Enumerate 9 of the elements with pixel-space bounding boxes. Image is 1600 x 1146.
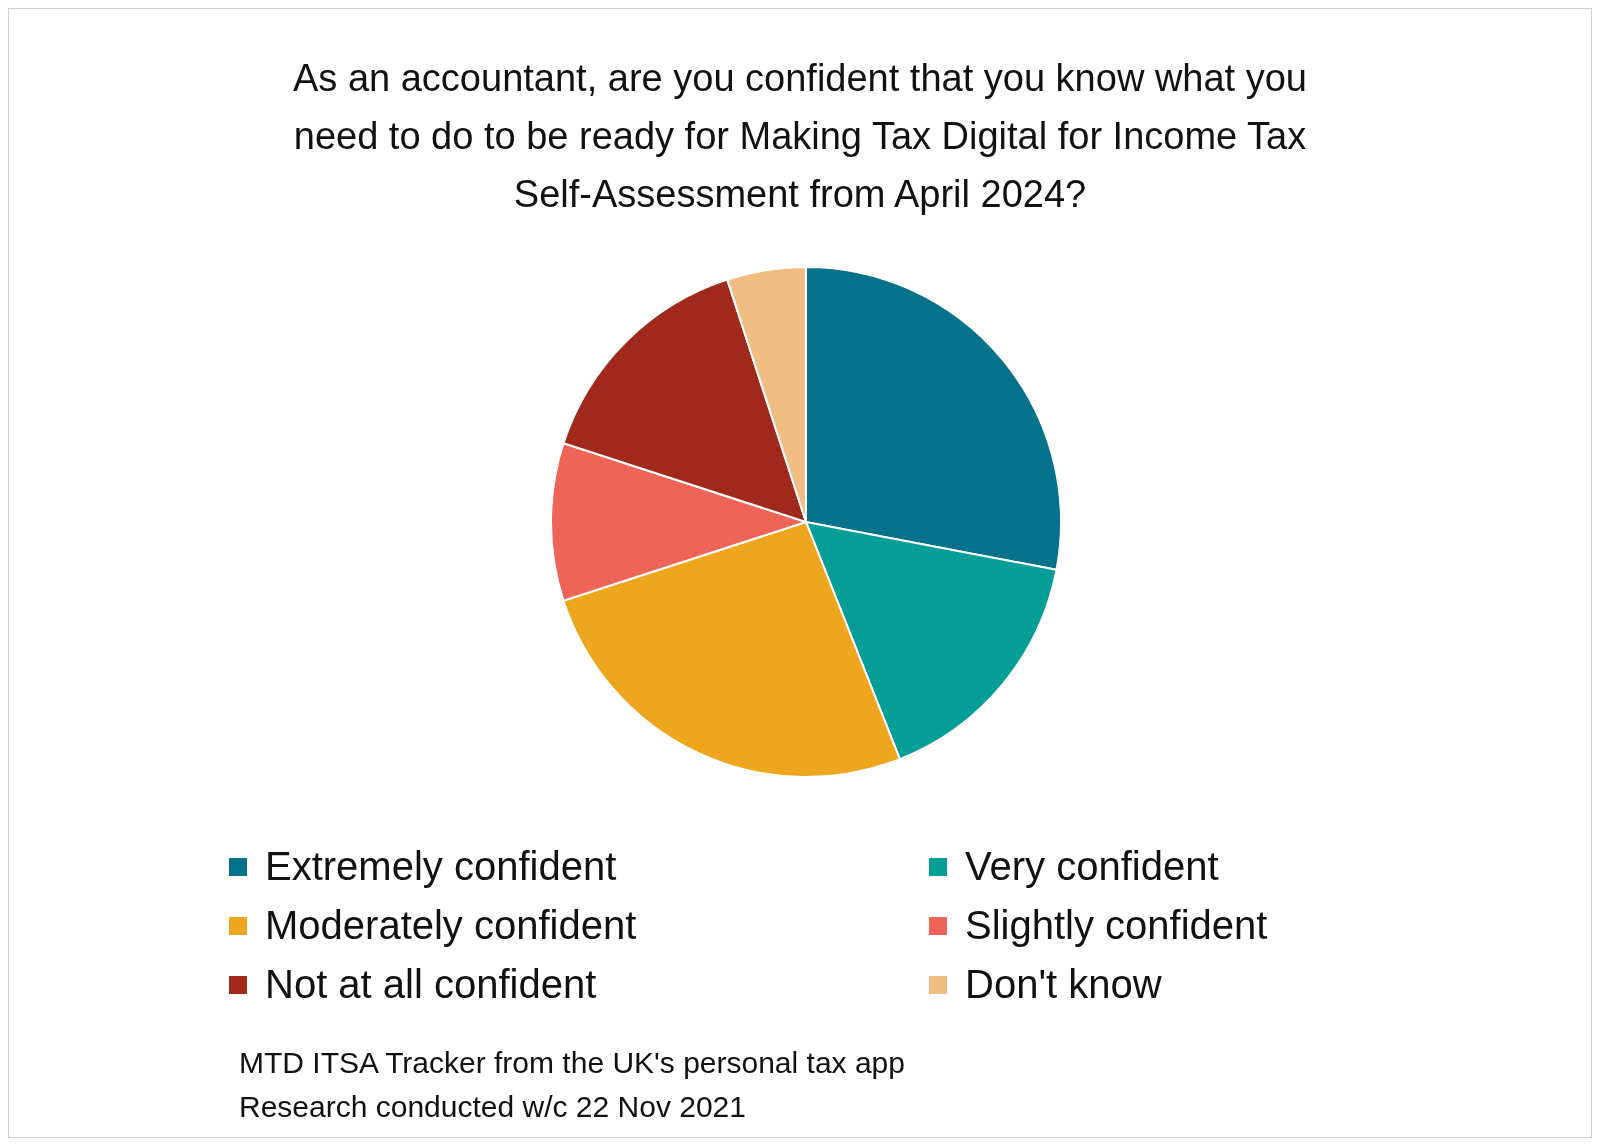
legend-label: Not at all confident (265, 962, 597, 1007)
legend-label: Don't know (965, 962, 1162, 1007)
legend-label: Slightly confident (965, 903, 1268, 948)
text: Research conducted w/c 22 Nov 2021 (239, 1089, 747, 1125)
legend-label: Moderately confident (265, 903, 637, 948)
chart-title: As an accountant, are you confident that you know what you need to do to be ready for Making Tax Digital for Income Tax Self-Assessment from April 2024? (292, 56, 1308, 217)
legend-label: Extremely confident (265, 844, 617, 889)
text: MTD ITSA Tracker from the UK's personal tax app (239, 1045, 905, 1081)
legend-label: Very confident (965, 844, 1219, 889)
